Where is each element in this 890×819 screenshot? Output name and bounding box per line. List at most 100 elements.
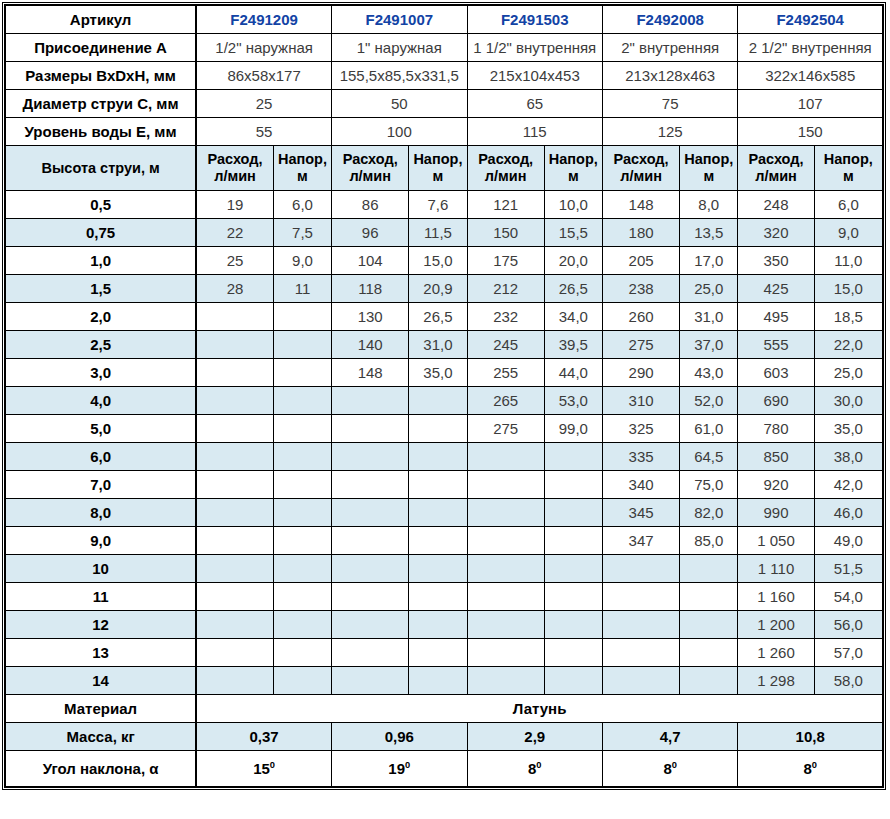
jet-cell — [273, 667, 331, 695]
mass-value: 4,7 — [602, 723, 737, 751]
jet-cell: 26,5 — [544, 275, 602, 303]
jet-cell: 86 — [332, 191, 409, 219]
jet-height-value: 8,0 — [6, 499, 197, 527]
article-number: F2492504 — [738, 6, 883, 34]
jet-cell — [273, 611, 331, 639]
jet-cell: 603 — [738, 359, 814, 387]
jet-cell: 8,0 — [680, 191, 738, 219]
jet-cell — [332, 583, 409, 611]
article-number: F2491503 — [467, 6, 602, 34]
jet-cell: 325 — [602, 415, 679, 443]
head-header-cell: Напор,м — [273, 146, 331, 191]
flow-header-cell: Расход,л/мин — [738, 146, 814, 191]
flow-header-cell: Расход,л/мин — [602, 146, 679, 191]
jet-cell — [680, 583, 738, 611]
jet-cell — [273, 583, 331, 611]
jet-cell: 20,9 — [409, 275, 467, 303]
jet-cell — [602, 667, 679, 695]
jet-cell — [467, 499, 544, 527]
jet-cell: 130 — [332, 303, 409, 331]
jet-cell — [467, 443, 544, 471]
jet-cell — [196, 471, 273, 499]
jet-cell — [332, 555, 409, 583]
jet-cell: 780 — [738, 415, 814, 443]
jet-cell: 1 260 — [738, 639, 814, 667]
jet-height-value: 1,5 — [6, 275, 197, 303]
jet-cell: 22 — [196, 219, 273, 247]
mass-row: Масса, кг 0,37 0,96 2,9 4,7 10,8 — [6, 723, 883, 751]
jet-cell: 310 — [602, 387, 679, 415]
jet-cell: 28 — [196, 275, 273, 303]
jet-cell — [544, 527, 602, 555]
head-header-cell: Напор,м — [544, 146, 602, 191]
material-value: Латунь — [196, 695, 882, 723]
material-label: Материал — [6, 695, 197, 723]
jet-cell: 555 — [738, 331, 814, 359]
jet-data-row: 0,75227,59611,515015,518013,53209,0 — [6, 219, 883, 247]
jet-cell — [196, 359, 273, 387]
jet-cell: 335 — [602, 443, 679, 471]
jet-cell: 15,5 — [544, 219, 602, 247]
jet-height-value: 0,5 — [6, 191, 197, 219]
jet-cell: 46,0 — [814, 499, 882, 527]
product-spec-table-container: Артикул F2491209 F2491007 F2491503 F2492… — [2, 2, 886, 790]
jet-cell: 205 — [602, 247, 679, 275]
jet-data-row: 141 29858,0 — [6, 667, 883, 695]
jet-cell — [409, 415, 467, 443]
jet-data-row: 5,027599,032561,078035,0 — [6, 415, 883, 443]
jet-cell: 25,0 — [680, 275, 738, 303]
spec-row-water-level: Уровень воды Е, мм 55 100 115 125 150 — [6, 118, 883, 146]
jet-cell — [196, 527, 273, 555]
jet-cell: 175 — [467, 247, 544, 275]
jet-cell: 52,0 — [680, 387, 738, 415]
jet-data-row: 3,014835,025544,029043,060325,0 — [6, 359, 883, 387]
jet-cell — [602, 555, 679, 583]
jet-cell — [409, 387, 467, 415]
jet-height-value: 5,0 — [6, 415, 197, 443]
jet-cell — [273, 471, 331, 499]
angle-value: 80 — [602, 751, 737, 787]
jet-cell: 39,5 — [544, 331, 602, 359]
jet-cell: 10,0 — [544, 191, 602, 219]
spec-label: Присоединение А — [6, 34, 197, 62]
article-number: F2492008 — [602, 6, 737, 34]
jet-cell: 64,5 — [680, 443, 738, 471]
jet-cell: 148 — [332, 359, 409, 387]
head-header-cell: Напор,м — [680, 146, 738, 191]
jet-cell — [467, 611, 544, 639]
jet-height-value: 6,0 — [6, 443, 197, 471]
jet-cell: 6,0 — [814, 191, 882, 219]
jet-cell — [680, 611, 738, 639]
jet-data-row: 7,034075,092042,0 — [6, 471, 883, 499]
jet-cell: 350 — [738, 247, 814, 275]
angle-value: 80 — [467, 751, 602, 787]
jet-cell: 1 298 — [738, 667, 814, 695]
jet-data-row: 2,013026,523234,026031,049518,5 — [6, 303, 883, 331]
jet-cell — [332, 639, 409, 667]
mass-value: 0,37 — [196, 723, 331, 751]
jet-cell: 260 — [602, 303, 679, 331]
spec-value: 150 — [738, 118, 883, 146]
jet-cell — [273, 303, 331, 331]
mass-value: 10,8 — [738, 723, 883, 751]
jet-cell — [409, 499, 467, 527]
jet-cell — [196, 415, 273, 443]
jet-height-value: 2,5 — [6, 331, 197, 359]
spec-value: 25 — [196, 90, 331, 118]
spec-label: Размеры ВхDхН, мм — [6, 62, 197, 90]
jet-cell: 15,0 — [814, 275, 882, 303]
jet-cell: 37,0 — [680, 331, 738, 359]
angle-label: Угол наклона, α — [6, 751, 197, 787]
angle-value: 190 — [332, 751, 467, 787]
jet-cell: 265 — [467, 387, 544, 415]
jet-cell — [273, 331, 331, 359]
jet-cell: 31,0 — [680, 303, 738, 331]
jet-cell — [273, 527, 331, 555]
jet-cell — [680, 639, 738, 667]
jet-cell: 320 — [738, 219, 814, 247]
spec-value: 50 — [332, 90, 467, 118]
mass-value: 0,96 — [332, 723, 467, 751]
spec-value: 107 — [738, 90, 883, 118]
jet-data-row: 111 16054,0 — [6, 583, 883, 611]
jet-cell: 13,5 — [680, 219, 738, 247]
